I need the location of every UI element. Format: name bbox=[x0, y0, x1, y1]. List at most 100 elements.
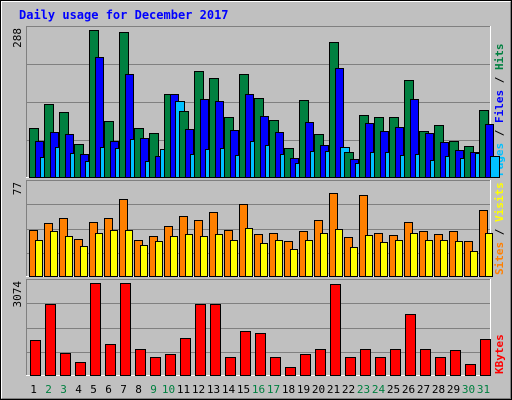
bar-kbytes-day-23 bbox=[360, 349, 371, 376]
series-axis-label-part: / bbox=[493, 222, 506, 242]
x-tick-label: 25 bbox=[387, 383, 400, 396]
bar-kbytes-day-11 bbox=[180, 338, 191, 376]
x-tick-label: 23 bbox=[357, 383, 370, 396]
bar-files-day-19 bbox=[305, 122, 314, 178]
bar-kbytes-day-7 bbox=[120, 283, 131, 376]
bar-files-day-23 bbox=[365, 123, 374, 178]
bar-kbytes-day-3 bbox=[60, 353, 71, 376]
bar-kbytes-day-4 bbox=[75, 362, 86, 376]
x-tick-label: 1 bbox=[30, 383, 37, 396]
x-tick-label: 6 bbox=[105, 383, 112, 396]
bar-files-day-13 bbox=[215, 101, 224, 178]
x-tick-label: 7 bbox=[120, 383, 127, 396]
bar-sites-day-19 bbox=[305, 240, 313, 277]
x-tick-label: 15 bbox=[237, 383, 250, 396]
bar-sites-day-8 bbox=[140, 245, 148, 277]
panel-3: 3074 KBytes bbox=[11, 279, 506, 376]
bar-sites-day-5 bbox=[95, 233, 103, 277]
bar-sites-day-17 bbox=[275, 240, 283, 277]
x-tick-label: 19 bbox=[297, 383, 310, 396]
bar-kbytes-day-15 bbox=[240, 331, 251, 376]
bar-kbytes-day-19 bbox=[300, 354, 311, 376]
bar-files-day-15 bbox=[245, 94, 254, 178]
bar-kbytes-day-28 bbox=[435, 357, 446, 376]
bar-sites-day-20 bbox=[320, 233, 328, 277]
bar-kbytes-day-12 bbox=[195, 304, 206, 376]
bar-sites-day-10 bbox=[170, 236, 178, 277]
bar-files-day-25 bbox=[395, 127, 404, 178]
bar-kbytes-day-21 bbox=[330, 284, 341, 376]
series-axis-label-part: / bbox=[493, 70, 506, 90]
x-tick-label: 20 bbox=[312, 383, 325, 396]
bar-hits-day-9 bbox=[149, 133, 159, 178]
bar-kbytes-day-9 bbox=[150, 357, 161, 376]
bar-sites-day-1 bbox=[35, 240, 43, 277]
bar-sites-day-27 bbox=[425, 240, 433, 277]
bar-files-day-11 bbox=[185, 129, 194, 178]
y-max-label: 288 bbox=[11, 28, 24, 48]
bar-kbytes-day-18 bbox=[285, 367, 296, 376]
series-axis-label-part: Visits bbox=[493, 182, 506, 222]
bar-kbytes-day-22 bbox=[345, 357, 356, 376]
x-tick-label: 17 bbox=[267, 383, 280, 396]
bar-sites-day-24 bbox=[380, 242, 388, 277]
x-tick-label: 30 bbox=[462, 383, 475, 396]
bar-files-day-12 bbox=[200, 99, 209, 178]
x-tick-label: 3 bbox=[60, 383, 67, 396]
x-tick-label: 14 bbox=[222, 383, 236, 396]
bar-sites-day-28 bbox=[440, 240, 448, 277]
bar-kbytes-day-8 bbox=[135, 349, 146, 376]
series-axis-label: Sites / Visits bbox=[493, 182, 506, 275]
bar-files-day-26 bbox=[410, 99, 419, 178]
bar-kbytes-day-25 bbox=[390, 349, 401, 376]
x-tick-label: 29 bbox=[447, 383, 460, 396]
bar-kbytes-day-10 bbox=[165, 354, 176, 376]
bar-sites-day-9 bbox=[155, 241, 163, 277]
x-tick-label: 13 bbox=[207, 383, 220, 396]
bar-sites-day-18 bbox=[290, 249, 298, 277]
bar-sites-day-29 bbox=[455, 241, 463, 277]
series-axis-label: Pages / Files / Hits bbox=[493, 44, 506, 177]
bar-sites-day-6 bbox=[110, 230, 118, 277]
bar-kbytes-day-27 bbox=[420, 349, 431, 376]
bar-sites-day-21 bbox=[335, 229, 343, 277]
x-tick-label: 24 bbox=[372, 383, 386, 396]
bar-files-day-27 bbox=[425, 133, 434, 178]
bar-kbytes-day-17 bbox=[270, 357, 281, 376]
bar-kbytes-day-29 bbox=[450, 350, 461, 376]
bar-sites-day-11 bbox=[185, 234, 193, 277]
x-tick-label: 21 bbox=[327, 383, 340, 396]
bar-sites-day-16 bbox=[260, 243, 268, 277]
bar-files-day-8 bbox=[140, 138, 149, 178]
bar-sites-day-23 bbox=[365, 235, 373, 277]
y-max-label: 3074 bbox=[11, 281, 24, 308]
x-tick-label: 16 bbox=[252, 383, 265, 396]
x-tick-label: 27 bbox=[417, 383, 430, 396]
bar-files-day-14 bbox=[230, 130, 239, 178]
bar-kbytes-day-24 bbox=[375, 357, 386, 376]
x-tick-label: 18 bbox=[282, 383, 295, 396]
x-tick-label: 22 bbox=[342, 383, 355, 396]
bar-kbytes-day-2 bbox=[45, 304, 56, 376]
x-tick-label: 26 bbox=[402, 383, 415, 396]
bar-pages-day-31 bbox=[490, 156, 500, 178]
x-tick-label: 31 bbox=[477, 383, 490, 396]
series-axis-label-part: KBytes bbox=[493, 334, 506, 374]
x-tick-label: 9 bbox=[150, 383, 157, 396]
bar-files-day-5 bbox=[95, 57, 104, 178]
bar-sites-day-31 bbox=[485, 233, 493, 277]
panel-2: 77 Sites / Visits bbox=[11, 180, 506, 277]
bar-sites-day-15 bbox=[245, 228, 253, 277]
bar-kbytes-day-1 bbox=[30, 340, 41, 376]
bar-sites-day-14 bbox=[230, 240, 238, 277]
x-tick-label: 4 bbox=[75, 383, 82, 396]
bar-kbytes-day-30 bbox=[465, 364, 476, 376]
x-tick-label: 12 bbox=[192, 383, 205, 396]
bar-files-day-21 bbox=[335, 68, 344, 178]
bar-sites-day-7 bbox=[125, 230, 133, 277]
panel-1: 288 Pages / Files / Hits bbox=[11, 26, 506, 178]
bar-kbytes-day-5 bbox=[90, 283, 101, 376]
